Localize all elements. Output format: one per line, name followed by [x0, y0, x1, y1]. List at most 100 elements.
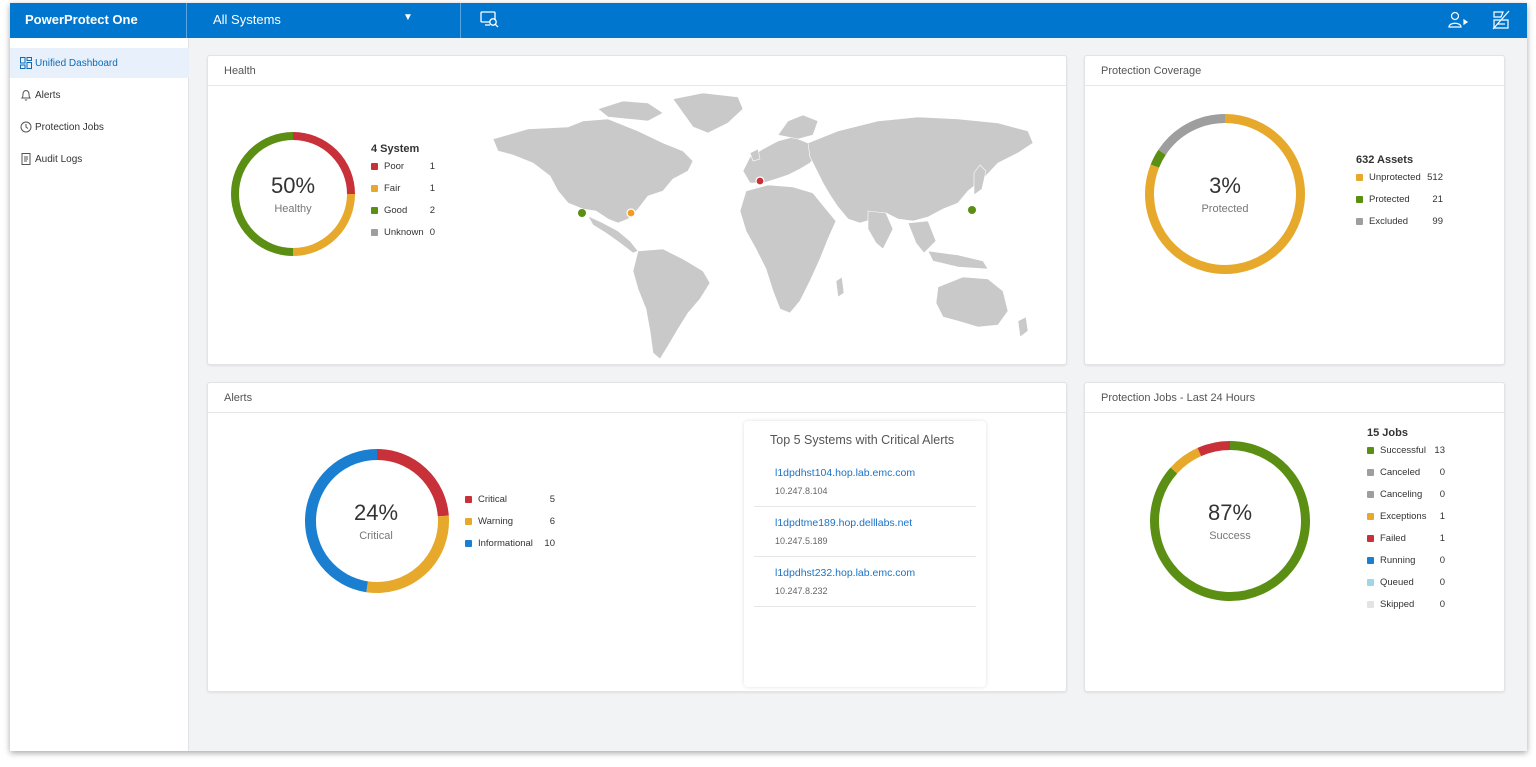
system-link[interactable]: l1dpdtme189.hop.delllabs.net	[775, 517, 913, 529]
donut-segment-good[interactable]	[231, 132, 294, 256]
legend-item: Unprotected 512	[1356, 171, 1456, 193]
app-title: PowerProtect One	[10, 3, 187, 38]
legend-label: Running	[1380, 555, 1416, 566]
sidebar-item-alerts[interactable]: Alerts	[10, 80, 189, 110]
system-link[interactable]: l1dpdhst104.hop.lab.emc.com	[775, 467, 916, 479]
legend-label: Canceled	[1380, 467, 1421, 478]
system-link[interactable]: l1dpdhst232.hop.lab.emc.com	[775, 567, 916, 579]
legend-swatch	[1356, 174, 1363, 181]
donut-segment-successful[interactable]	[1150, 441, 1310, 601]
donut-segment-protected[interactable]	[1150, 149, 1166, 168]
list-item: l1dpdtme189.hop.delllabs.net 10.247.5.18…	[754, 507, 976, 557]
legend-swatch	[1367, 535, 1374, 542]
donut-segment-critical[interactable]	[376, 449, 449, 517]
top-bar: PowerProtect One All Systems ▼	[10, 3, 1527, 38]
legend-label: Skipped	[1380, 599, 1415, 610]
legend-value: 1	[429, 161, 435, 172]
sidebar-item-label: Unified Dashboard	[35, 58, 118, 69]
sidebar-item-unified-dashboard[interactable]: Unified Dashboard	[10, 48, 189, 78]
user-menu-icon[interactable]	[1448, 11, 1470, 29]
donut-segment-informational[interactable]	[305, 449, 378, 593]
legend-item: Protected 21	[1356, 193, 1456, 215]
jobs-percent: 87%	[1207, 500, 1253, 525]
legend-swatch	[1367, 513, 1374, 520]
system-selector[interactable]: All Systems ▼	[187, 3, 461, 38]
legend-value: 1	[429, 183, 435, 194]
legend-title: 632 Assets	[1356, 154, 1414, 166]
sidebar: Unified Dashboard Alerts Protection Jobs…	[10, 38, 189, 751]
protection-jobs-card: Protection Jobs - Last 24 Hours 87% Succ…	[1084, 382, 1505, 692]
card-header: Protection Jobs - Last 24 Hours	[1085, 383, 1504, 413]
card-header: Protection Coverage	[1085, 56, 1504, 86]
donut-segment-excluded[interactable]	[1158, 114, 1226, 155]
alerts-caption: Critical	[359, 530, 393, 542]
jobs-donut	[1150, 441, 1310, 601]
legend-item: Queued 0	[1367, 576, 1457, 598]
jobs-caption: Success	[1209, 530, 1251, 542]
donut-segment-fair[interactable]	[292, 193, 355, 256]
legend-value: 0	[1439, 599, 1445, 610]
card-header: Health	[208, 56, 1066, 86]
legend-title: 4 System	[371, 143, 420, 155]
system-selector-value: All Systems	[213, 12, 281, 27]
coverage-percent: 3%	[1209, 173, 1241, 198]
bell-icon	[20, 89, 32, 101]
donut-segment-failed[interactable]	[1197, 441, 1231, 457]
map-marker[interactable]	[626, 208, 636, 218]
legend-item: Exceptions 1	[1367, 510, 1457, 532]
system-ip: 10.247.8.232	[775, 586, 828, 596]
donut-segment-exceptions[interactable]	[1170, 447, 1202, 474]
legend-label: Poor	[384, 161, 405, 172]
legend-value: 5	[549, 494, 555, 505]
system-status-icon[interactable]	[1491, 9, 1511, 31]
legend-swatch	[371, 163, 378, 170]
alerts-percent: 24%	[353, 500, 399, 525]
donut-segment-unprotected[interactable]	[1145, 114, 1305, 274]
legend-item: Canceled 0	[1367, 466, 1457, 488]
health-percent: 50%	[270, 173, 316, 198]
health-donut	[231, 132, 355, 256]
legend-value: 0	[1439, 577, 1445, 588]
legend-swatch	[465, 518, 472, 525]
legend-label: Unprotected	[1369, 172, 1421, 183]
legend-value: 1	[1439, 533, 1445, 544]
donut-segment-poor[interactable]	[292, 132, 355, 195]
sidebar-item-label: Protection Jobs	[35, 122, 104, 133]
legend-value: 10	[544, 538, 555, 549]
legend-swatch	[465, 496, 472, 503]
map-marker[interactable]	[755, 176, 765, 186]
card-title: Protection Jobs - Last 24 Hours	[1101, 392, 1256, 404]
sidebar-item-audit-logs[interactable]: Audit Logs	[10, 144, 189, 174]
legend-label: Fair	[384, 183, 401, 194]
legend-label: Exceptions	[1380, 511, 1427, 522]
health-card: Health 50% Healthy 4 System Poor 1 Fair 1 …	[207, 55, 1067, 365]
sidebar-item-protection-jobs[interactable]: Protection Jobs	[10, 112, 189, 142]
alerts-card: Alerts 24% Critical Critical 5 Warning 6 I…	[207, 382, 1067, 692]
system-search-icon[interactable]	[480, 11, 500, 29]
legend-swatch	[371, 185, 378, 192]
legend-label: Queued	[1380, 577, 1414, 588]
legend-item: Successful 13	[1367, 444, 1457, 466]
sidebar-item-label: Audit Logs	[35, 154, 83, 165]
legend-value: 512	[1427, 172, 1443, 183]
legend-item: Warning 6	[465, 515, 565, 537]
legend-item: Poor 1	[371, 160, 451, 182]
alerts-legend: Critical 5 Warning 6 Informational 10	[465, 493, 565, 559]
system-ip: 10.247.8.104	[775, 486, 828, 496]
legend-label: Canceling	[1380, 489, 1423, 500]
donut-segment-warning[interactable]	[366, 515, 449, 593]
legend-label: Failed	[1380, 533, 1406, 544]
legend-swatch	[1356, 218, 1363, 225]
document-icon	[21, 153, 31, 165]
map-marker[interactable]	[968, 206, 976, 214]
legend-value: 0	[1439, 555, 1445, 566]
legend-item: Skipped 0	[1367, 598, 1457, 620]
legend-value: 0	[429, 227, 435, 238]
legend-item: Running 0	[1367, 554, 1457, 576]
legend-swatch	[371, 207, 378, 214]
legend-value: 99	[1432, 216, 1443, 227]
legend-value: 13	[1434, 445, 1445, 456]
protection-coverage-card: Protection Coverage 3% Protected 632 Ass…	[1084, 55, 1505, 365]
map-marker[interactable]	[578, 209, 586, 217]
legend-swatch	[1367, 469, 1374, 476]
